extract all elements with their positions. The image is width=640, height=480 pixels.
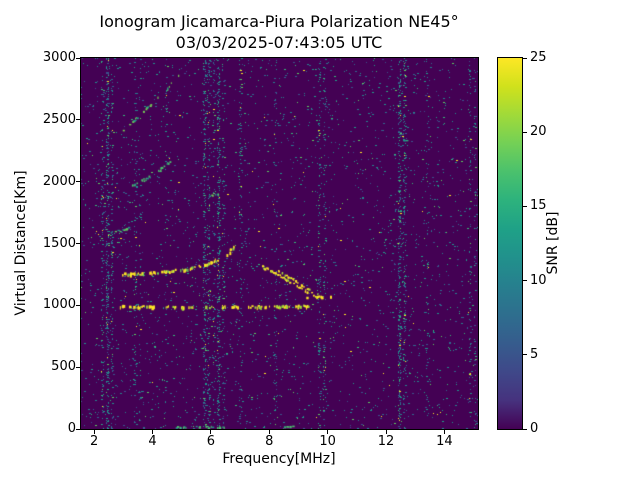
x-axis-label: Frequency[MHz] (222, 451, 336, 467)
x-tick-mark (385, 430, 387, 434)
colorbar-tick-label: 5 (530, 346, 539, 362)
y-tick-mark (76, 243, 80, 244)
y-tick-label: 0 (67, 421, 76, 436)
x-tick-label: 2 (89, 434, 99, 449)
plot-area (80, 57, 479, 430)
colorbar-tick-label: 10 (530, 272, 547, 288)
x-tick-label: 4 (148, 434, 157, 449)
y-axis-label: Virtual Distance[Km] (13, 170, 29, 316)
y-tick-mark (76, 428, 80, 430)
colorbar-tick-label: 25 (530, 50, 547, 65)
colorbar-tick-label: 20 (530, 124, 547, 140)
chart-title-block: Ionogram Jicamarca-Piura Polarization NE… (80, 11, 478, 53)
y-tick-label: 2500 (42, 111, 76, 127)
x-tick-mark (210, 430, 212, 434)
x-tick-mark (93, 430, 95, 434)
y-tick-mark (76, 119, 80, 121)
x-tick-label: 14 (436, 434, 453, 449)
x-tick-label: 8 (265, 434, 274, 449)
colorbar-tick-mark (523, 131, 527, 133)
y-tick-mark (76, 57, 80, 59)
colorbar-tick-mark (523, 205, 527, 207)
x-tick-mark (443, 430, 445, 434)
y-tick-label: 2000 (42, 173, 76, 189)
colorbar-tick-mark (523, 428, 527, 430)
colorbar-label: SNR [dB] (545, 211, 561, 275)
x-tick-label: 6 (206, 434, 216, 449)
y-tick-mark (76, 366, 80, 368)
colorbar-tick-mark (523, 354, 527, 356)
x-tick-mark (327, 430, 329, 434)
x-tick-label: 12 (377, 434, 395, 449)
y-tick-label: 1500 (42, 235, 76, 251)
chart-title: Ionogram Jicamarca-Piura Polarization NE… (99, 12, 459, 31)
y-tick-label: 3000 (42, 50, 76, 65)
chart-subtitle: 03/03/2025-07:43:05 UTC (175, 33, 383, 52)
x-tick-mark (152, 430, 154, 434)
colorbar-tick-label: 0 (530, 421, 539, 436)
colorbar-gradient (498, 58, 522, 429)
y-tick-label: 1000 (42, 297, 76, 313)
y-tick-mark (76, 304, 80, 306)
ionogram-canvas (81, 58, 478, 429)
x-tick-label: 10 (319, 434, 336, 449)
colorbar-tick-label: 15 (530, 198, 547, 214)
x-tick-mark (268, 430, 270, 434)
y-tick-label: 500 (51, 359, 76, 375)
y-tick-mark (76, 181, 80, 183)
colorbar-tick-mark (523, 280, 527, 282)
colorbar-tick-mark (523, 57, 527, 59)
colorbar (497, 57, 523, 430)
